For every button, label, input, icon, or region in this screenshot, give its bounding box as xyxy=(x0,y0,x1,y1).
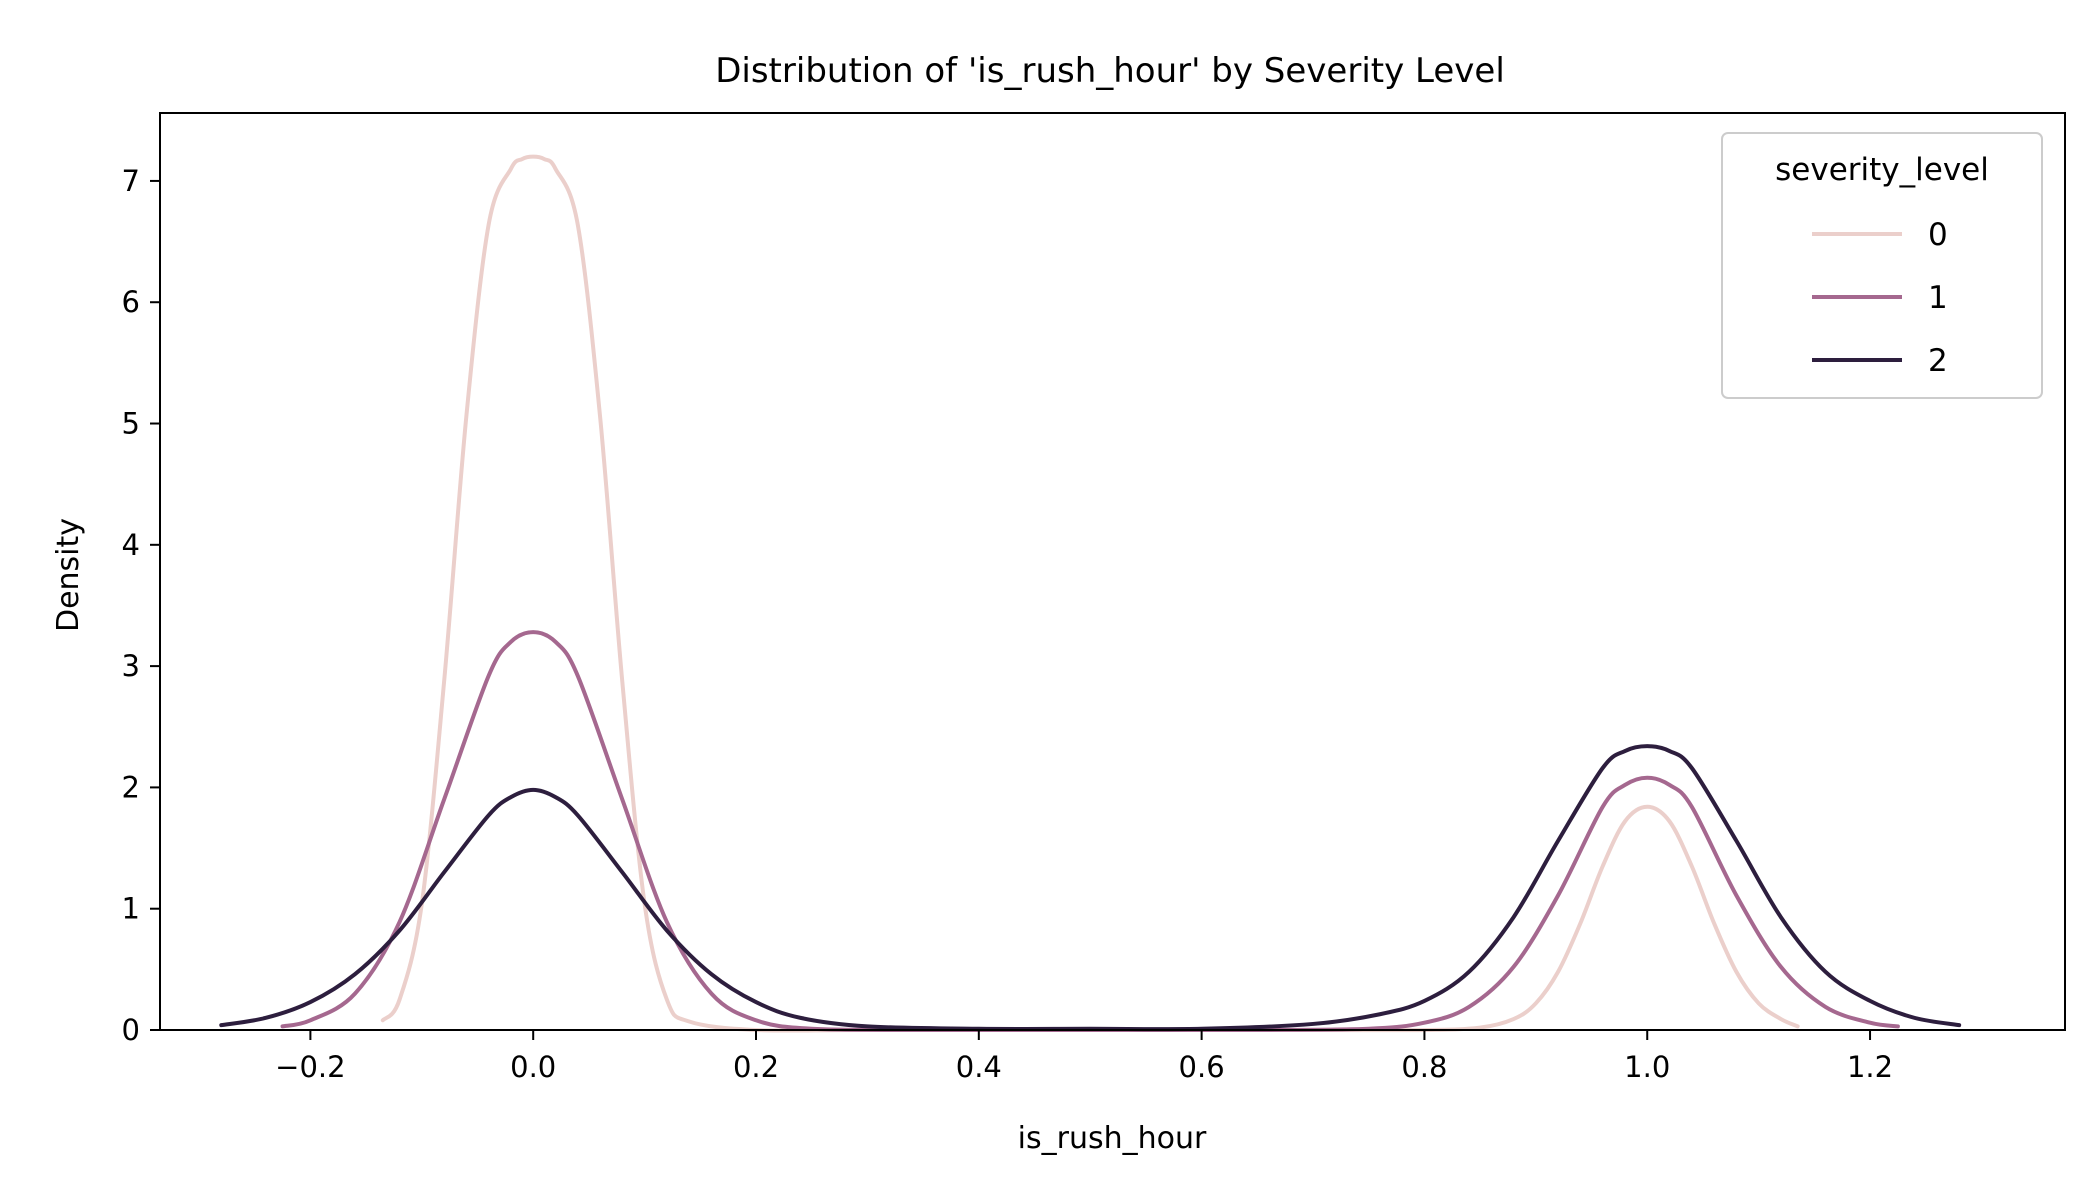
x-tick-label: 0.8 xyxy=(1401,1050,1447,1084)
y-tick-label: 4 xyxy=(122,528,140,562)
legend-entries: 0 1 2 xyxy=(1812,217,1948,379)
legend-frame xyxy=(1721,132,2043,399)
y-tick-label: 6 xyxy=(122,285,140,319)
y-axis-label: Density xyxy=(51,518,86,632)
y-tick-label: 7 xyxy=(122,164,140,198)
x-axis-ticks: −0.2 0.0 0.2 0.4 0.6 0.8 1.0 1.2 xyxy=(275,1030,1893,1084)
chart-title: Distribution of 'is_rush_hour' by Severi… xyxy=(715,51,1505,91)
y-tick-label: 1 xyxy=(122,892,140,926)
legend-label-0: 0 xyxy=(1928,217,1948,253)
legend: severity_level 0 1 2 xyxy=(1721,132,2043,399)
legend-label-1: 1 xyxy=(1928,280,1948,316)
legend-title: severity_level xyxy=(1775,152,1989,188)
y-axis-ticks: 0 1 2 3 4 5 6 7 xyxy=(122,164,160,1047)
series-line-2 xyxy=(219,744,1962,1032)
x-tick-label: 0.4 xyxy=(956,1050,1002,1084)
x-tick-label: 1.2 xyxy=(1847,1050,1893,1084)
plot-frame xyxy=(159,112,2066,1031)
x-tick-label: 0.0 xyxy=(510,1050,556,1084)
x-tick-label: 1.0 xyxy=(1624,1050,1670,1084)
x-tick-label: 0.2 xyxy=(733,1050,779,1084)
y-tick-label: 5 xyxy=(122,407,140,441)
x-tick-label: 0.6 xyxy=(1179,1050,1225,1084)
legend-label-2: 2 xyxy=(1928,343,1948,379)
y-tick-label: 3 xyxy=(122,649,140,683)
y-tick-label: 2 xyxy=(122,770,140,804)
series-line-0 xyxy=(380,154,1800,1033)
x-tick-label: −0.2 xyxy=(275,1050,345,1084)
y-tick-label: 0 xyxy=(122,1013,140,1047)
x-axis-label: is_rush_hour xyxy=(1018,1121,1207,1156)
